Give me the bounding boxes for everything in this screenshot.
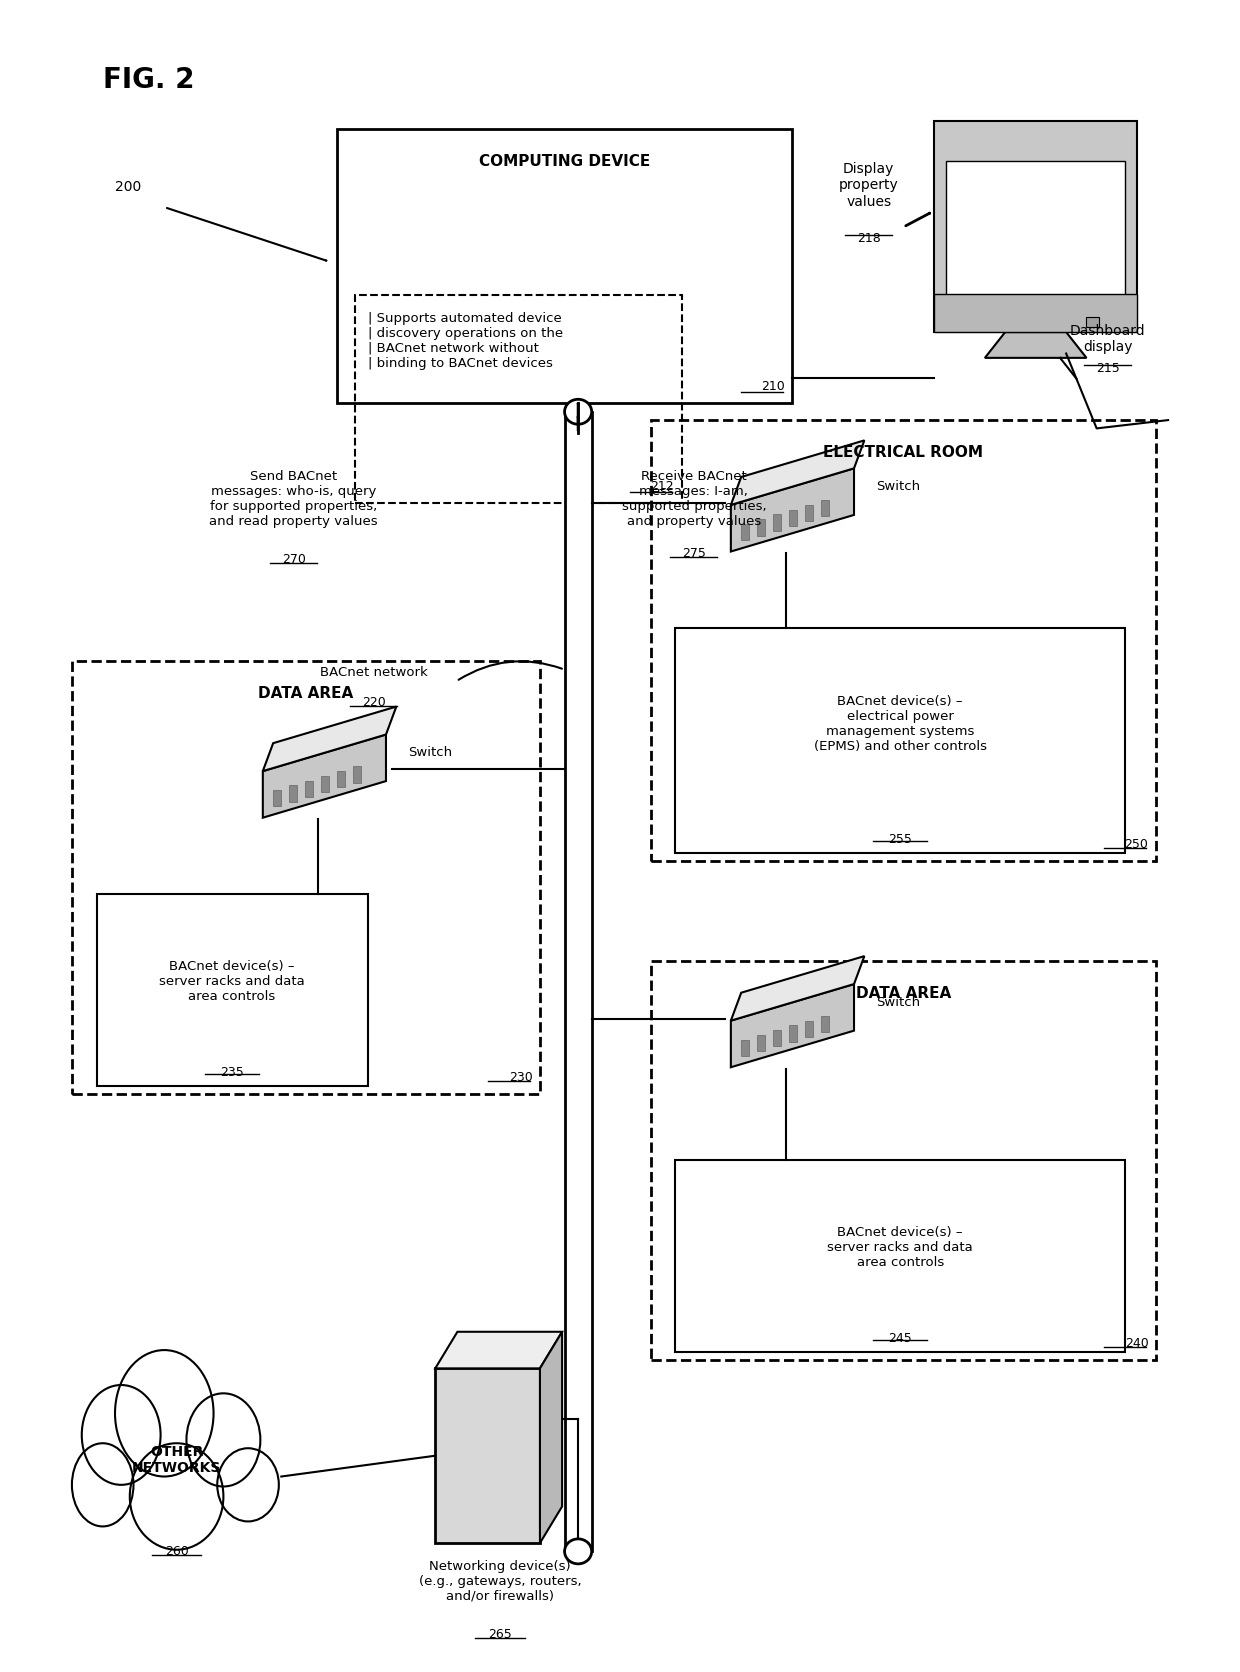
Text: Receive BACnet
messages: I-am,
supported properties,
and property values: Receive BACnet messages: I-am, supported… <box>621 470 766 528</box>
FancyBboxPatch shape <box>305 781 314 798</box>
Polygon shape <box>263 707 397 771</box>
Text: 245: 245 <box>888 1333 913 1344</box>
Text: 265: 265 <box>489 1629 512 1640</box>
Polygon shape <box>730 956 864 1020</box>
FancyBboxPatch shape <box>821 500 830 517</box>
Polygon shape <box>985 333 1086 358</box>
Text: DATA AREA: DATA AREA <box>856 986 951 1002</box>
FancyBboxPatch shape <box>273 791 281 806</box>
Text: BACnet network: BACnet network <box>320 667 428 679</box>
Text: OTHER
NETWORKS: OTHER NETWORKS <box>131 1445 221 1475</box>
FancyBboxPatch shape <box>756 1035 765 1052</box>
FancyBboxPatch shape <box>740 523 749 540</box>
Text: BACnet device(s) –
server racks and data
area controls: BACnet device(s) – server racks and data… <box>827 1226 973 1269</box>
Ellipse shape <box>564 1538 591 1563</box>
Text: BACnet device(s) –
electrical power
management systems
(EPMS) and other controls: BACnet device(s) – electrical power mana… <box>813 694 987 752</box>
Text: 235: 235 <box>221 1065 244 1078</box>
Ellipse shape <box>82 1384 161 1485</box>
FancyBboxPatch shape <box>934 120 1137 333</box>
Ellipse shape <box>130 1443 223 1550</box>
FancyBboxPatch shape <box>946 161 1125 319</box>
Text: Switch: Switch <box>408 746 453 759</box>
FancyBboxPatch shape <box>289 786 298 801</box>
FancyBboxPatch shape <box>773 1030 781 1047</box>
Text: COMPUTING DEVICE: COMPUTING DEVICE <box>479 154 650 169</box>
Text: 240: 240 <box>1125 1338 1148 1349</box>
Text: FIG. 2: FIG. 2 <box>103 65 195 94</box>
FancyBboxPatch shape <box>740 1040 749 1057</box>
Polygon shape <box>539 1333 562 1543</box>
Ellipse shape <box>186 1393 260 1486</box>
Text: Dashboard
display: Dashboard display <box>1070 324 1146 354</box>
FancyBboxPatch shape <box>789 510 797 527</box>
Text: 270: 270 <box>281 553 305 567</box>
Text: Display
property
values: Display property values <box>839 162 899 209</box>
Text: 215: 215 <box>1096 361 1120 375</box>
FancyBboxPatch shape <box>435 1368 539 1543</box>
Text: 218: 218 <box>857 232 880 246</box>
Ellipse shape <box>115 1349 213 1476</box>
FancyBboxPatch shape <box>805 1020 813 1037</box>
Text: 260: 260 <box>165 1545 188 1558</box>
Polygon shape <box>730 440 864 505</box>
Text: 212: 212 <box>651 480 675 493</box>
Text: 220: 220 <box>362 697 386 709</box>
FancyBboxPatch shape <box>821 1017 830 1032</box>
Polygon shape <box>435 1333 562 1368</box>
Text: BACnet device(s) –
server racks and data
area controls: BACnet device(s) – server racks and data… <box>159 960 305 1003</box>
Text: 200: 200 <box>115 181 141 194</box>
FancyBboxPatch shape <box>337 771 345 788</box>
FancyBboxPatch shape <box>805 505 813 522</box>
Text: Switch: Switch <box>877 997 920 1008</box>
Ellipse shape <box>564 400 591 425</box>
Ellipse shape <box>217 1448 279 1522</box>
FancyBboxPatch shape <box>321 776 330 793</box>
Polygon shape <box>730 468 854 552</box>
FancyBboxPatch shape <box>564 411 591 1552</box>
Text: ELECTRICAL ROOM: ELECTRICAL ROOM <box>823 445 983 460</box>
Text: 275: 275 <box>682 547 706 560</box>
Text: Switch: Switch <box>877 480 920 493</box>
Polygon shape <box>263 734 386 818</box>
FancyBboxPatch shape <box>773 515 781 530</box>
FancyBboxPatch shape <box>352 766 361 782</box>
FancyBboxPatch shape <box>1086 316 1099 328</box>
Text: 255: 255 <box>888 833 913 846</box>
Ellipse shape <box>72 1443 134 1527</box>
Text: 210: 210 <box>761 381 785 393</box>
FancyBboxPatch shape <box>934 294 1137 333</box>
FancyBboxPatch shape <box>789 1025 797 1042</box>
Text: Send BACnet
messages: who-is, query
for supported properties,
and read property : Send BACnet messages: who-is, query for … <box>210 470 378 528</box>
Text: | Supports automated device
| discovery operations on the
| BACnet network witho: | Supports automated device | discovery … <box>367 313 563 370</box>
FancyBboxPatch shape <box>756 520 765 535</box>
Text: 250: 250 <box>1125 838 1148 851</box>
Polygon shape <box>730 985 854 1067</box>
Text: DATA AREA: DATA AREA <box>258 686 353 701</box>
Text: Networking device(s)
(e.g., gateways, routers,
and/or firewalls): Networking device(s) (e.g., gateways, ro… <box>419 1560 582 1603</box>
Text: 230: 230 <box>508 1070 532 1083</box>
